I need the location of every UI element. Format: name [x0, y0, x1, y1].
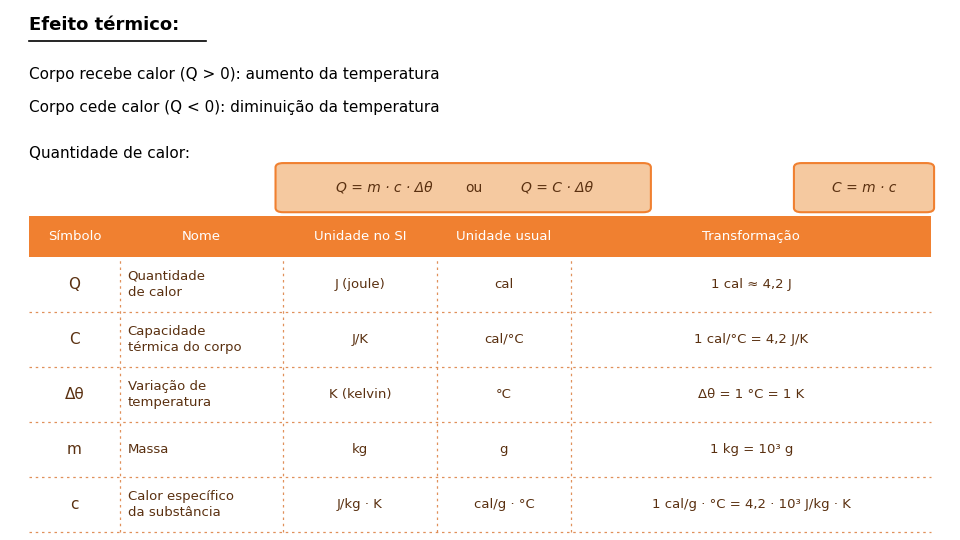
Text: Corpo cede calor (Q < 0): diminuição da temperatura: Corpo cede calor (Q < 0): diminuição da …: [29, 100, 440, 115]
Text: Transformação: Transformação: [703, 230, 800, 243]
Text: J/kg · K: J/kg · K: [337, 498, 383, 511]
Text: J (joule): J (joule): [335, 278, 385, 291]
Polygon shape: [29, 216, 931, 256]
Text: Variação de
temperatura: Variação de temperatura: [128, 380, 212, 409]
Text: C: C: [69, 332, 80, 347]
Text: C = m · c: C = m · c: [831, 181, 897, 194]
Text: cal: cal: [494, 278, 514, 291]
Text: kg: kg: [352, 443, 368, 456]
Text: Massa: Massa: [128, 443, 169, 456]
Text: Efeito térmico:: Efeito térmico:: [29, 16, 180, 34]
Text: c: c: [70, 497, 79, 512]
Text: m: m: [67, 442, 82, 457]
Text: Quantidade de calor:: Quantidade de calor:: [29, 146, 190, 161]
Text: 1 kg = 10³ g: 1 kg = 10³ g: [709, 443, 793, 456]
Text: Unidade usual: Unidade usual: [456, 230, 552, 243]
Text: Calor específico
da substância: Calor específico da substância: [128, 490, 233, 519]
Text: ou: ou: [466, 181, 483, 194]
Text: °C: °C: [496, 388, 512, 401]
Text: Corpo recebe calor (Q > 0): aumento da temperatura: Corpo recebe calor (Q > 0): aumento da t…: [29, 68, 440, 83]
Text: Δθ = 1 °C = 1 K: Δθ = 1 °C = 1 K: [698, 388, 804, 401]
Text: Quantidade
de calor: Quantidade de calor: [128, 269, 205, 299]
Text: J/K: J/K: [351, 333, 369, 346]
Text: Δθ: Δθ: [64, 387, 84, 402]
Text: 1 cal ≈ 4,2 J: 1 cal ≈ 4,2 J: [710, 278, 792, 291]
Text: Q = C · Δθ: Q = C · Δθ: [520, 181, 593, 194]
Text: Q = m · c · Δθ: Q = m · c · Δθ: [336, 181, 432, 194]
Text: Q: Q: [68, 276, 81, 292]
Text: 1 cal/°C = 4,2 J/K: 1 cal/°C = 4,2 J/K: [694, 333, 808, 346]
Text: Nome: Nome: [182, 230, 221, 243]
Text: Unidade no SI: Unidade no SI: [314, 230, 406, 243]
Text: g: g: [500, 443, 508, 456]
Text: K (kelvin): K (kelvin): [328, 388, 392, 401]
Text: cal/°C: cal/°C: [484, 333, 524, 346]
FancyBboxPatch shape: [276, 163, 651, 212]
Text: Capacidade
térmica do corpo: Capacidade térmica do corpo: [128, 325, 241, 354]
Text: cal/g · °C: cal/g · °C: [473, 498, 535, 511]
Text: Símbolo: Símbolo: [48, 230, 101, 243]
FancyBboxPatch shape: [794, 163, 934, 212]
Text: 1 cal/g · °C = 4,2 · 10³ J/kg · K: 1 cal/g · °C = 4,2 · 10³ J/kg · K: [652, 498, 851, 511]
